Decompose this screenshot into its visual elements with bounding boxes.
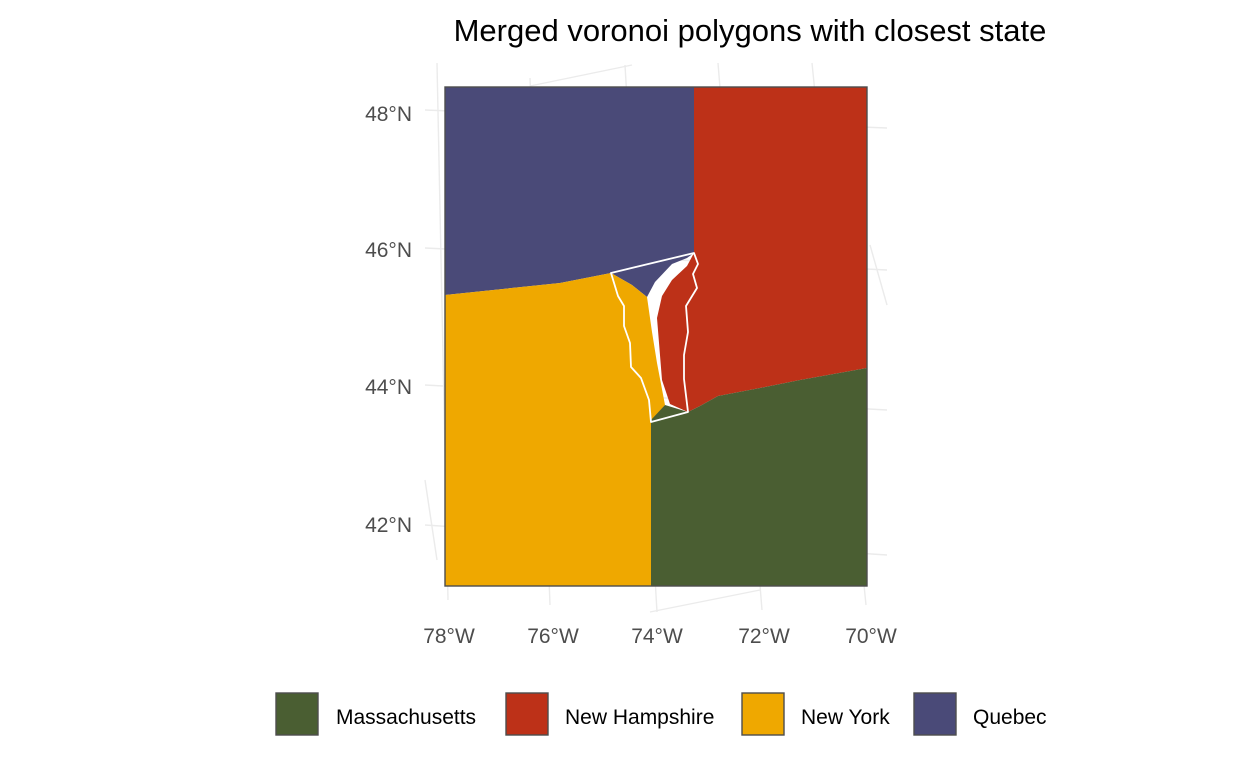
vermont-outline: [610, 252, 699, 423]
legend-label-massachusetts: Massachusetts: [336, 706, 476, 729]
legend-key-massachusetts: [275, 692, 319, 736]
lon-tick-label-72: 72°W: [738, 625, 790, 648]
chart-title: Merged voronoi polygons with closest sta…: [454, 13, 1047, 48]
region-massachusetts: [651, 368, 867, 586]
legend: Massachusetts New Hampshire New York Que…: [275, 692, 1047, 736]
region-new-york: [445, 273, 665, 586]
legend-item-new-hampshire: New Hampshire: [505, 692, 714, 736]
lat-tick-label-44: 44°N: [365, 376, 412, 399]
legend-item-quebec: Quebec: [913, 692, 1047, 736]
legend-label-quebec: Quebec: [973, 706, 1047, 729]
legend-key-new-york: [741, 692, 785, 736]
legend-item-massachusetts: Massachusetts: [275, 692, 476, 736]
legend-item-new-york: New York: [741, 692, 890, 736]
legend-key-quebec: [913, 692, 957, 736]
grid-line-edge-south: [649, 589, 761, 613]
grid-line-edge-west: [424, 479, 438, 561]
lon-axis: 78°W 76°W 74°W 72°W 70°W: [423, 625, 897, 648]
legend-key-new-hampshire: [505, 692, 549, 736]
region-quebec: [445, 87, 694, 297]
grid-line-edge-east: [869, 244, 888, 306]
legend-label-new-hampshire: New Hampshire: [565, 706, 714, 729]
grid-line-edge-north: [529, 64, 633, 87]
region-layer: [445, 87, 867, 586]
lon-tick-label-78: 78°W: [423, 625, 475, 648]
lon-tick-label-74: 74°W: [631, 625, 683, 648]
lat-tick-label-48: 48°N: [365, 103, 412, 126]
panel-frame: [444, 86, 868, 587]
legend-label-new-york: New York: [801, 706, 890, 729]
region-new-hampshire: [657, 87, 867, 412]
lat-tick-label-46: 46°N: [365, 239, 412, 262]
lon-tick-label-76: 76°W: [527, 625, 579, 648]
lat-axis: 48°N 46°N 44°N 42°N: [365, 103, 412, 537]
lat-tick-label-42: 42°N: [365, 514, 412, 537]
lon-tick-label-70: 70°W: [845, 625, 897, 648]
